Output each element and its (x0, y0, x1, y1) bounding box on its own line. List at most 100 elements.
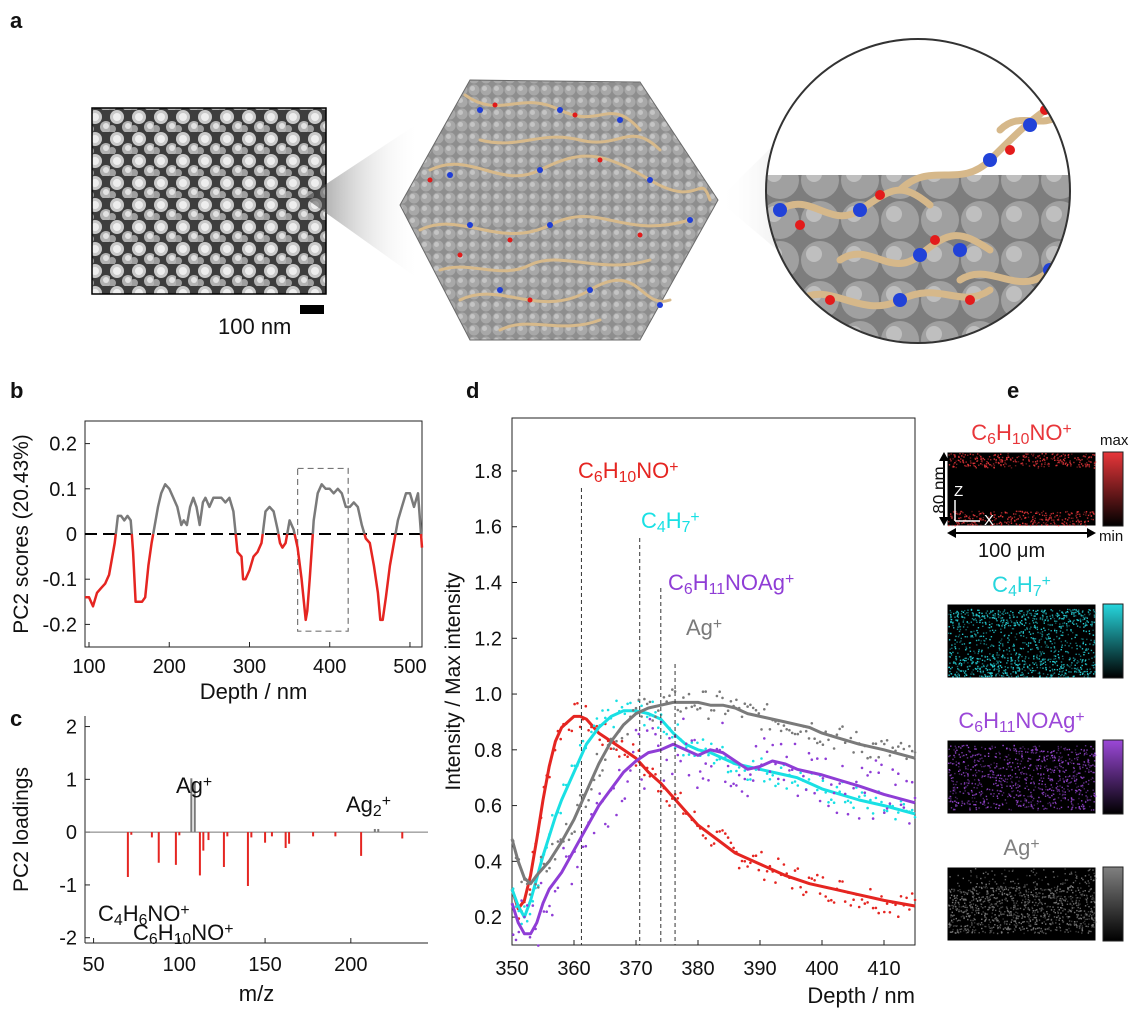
map-pixel (1088, 799, 1090, 801)
map-pixel (1027, 795, 1029, 798)
data-point (782, 778, 786, 782)
map-pixel (957, 635, 960, 638)
map-pixel (1008, 910, 1010, 913)
map-pixel (1017, 882, 1020, 885)
map-pixel (1009, 911, 1012, 913)
map-pixel (1041, 931, 1043, 933)
map-pixel (1062, 767, 1064, 769)
map-pixel (1093, 621, 1095, 623)
map-pixel (1014, 622, 1016, 624)
map-pixel (1013, 622, 1015, 624)
map-pixel (1055, 632, 1058, 634)
map-pixel (1082, 616, 1085, 619)
data-point (749, 703, 752, 707)
map-pixel (1032, 749, 1034, 751)
map-pixel (1000, 620, 1002, 623)
map-pixel (1088, 915, 1090, 917)
data-point (573, 702, 576, 706)
map-pixel (950, 614, 952, 616)
map-pixel (1057, 749, 1060, 751)
data-point (883, 910, 886, 914)
map-pixel (1019, 750, 1021, 752)
map-pixel (1017, 510, 1020, 513)
series-0-line (510, 714, 916, 911)
map-pixel (974, 514, 976, 517)
map-pixel (1084, 613, 1086, 616)
map-pixel (982, 632, 985, 634)
map-pixel (949, 662, 951, 664)
map-pixel (998, 893, 1000, 895)
map-pixel (1045, 637, 1047, 639)
map-pixel (1009, 774, 1012, 777)
map-pixel (1038, 513, 1041, 516)
map-pixel (1065, 898, 1067, 900)
map-pixel (1032, 895, 1035, 898)
map-pixel (973, 917, 975, 920)
map-pixel (969, 807, 971, 809)
map-pixel (1075, 609, 1077, 611)
map-pixel (1084, 523, 1086, 525)
map-pixel (1007, 766, 1010, 768)
map-pixel (1048, 465, 1050, 467)
map-pixel (1086, 458, 1089, 460)
data-point (821, 777, 825, 780)
map-pixel (1047, 520, 1049, 522)
map-pixel (969, 453, 972, 455)
pc2-negative-line (130, 533, 155, 604)
map-pixel (1046, 768, 1048, 770)
map-pixel (1014, 929, 1016, 931)
map-pixel (1068, 927, 1070, 930)
map-pixel (949, 754, 951, 757)
map-pixel (1084, 520, 1087, 522)
data-point (807, 876, 811, 879)
data-point (737, 766, 741, 769)
map-pixel (1093, 667, 1095, 669)
map-pixel (984, 931, 986, 934)
map-pixel (1000, 522, 1003, 524)
map-pixel (1014, 914, 1016, 916)
map-pixel (1035, 751, 1038, 754)
map-pixel (1036, 666, 1038, 669)
map-pixel (1027, 760, 1029, 762)
map-pixel (1074, 636, 1076, 639)
map-pixel (1006, 920, 1008, 923)
map-pixel (981, 619, 983, 621)
data-point (883, 809, 886, 812)
map-pixel (1036, 914, 1038, 917)
data-point (743, 860, 747, 863)
map-pixel (983, 616, 985, 618)
map-pixel (1049, 666, 1051, 668)
map-pixel (1087, 789, 1089, 792)
map-pixel (988, 924, 990, 926)
map-pixel (1007, 620, 1009, 623)
map-pixel (1088, 918, 1090, 920)
map-pixel (1044, 896, 1046, 898)
map-pixel (1041, 663, 1043, 665)
map-pixel (957, 513, 959, 515)
map-pixel (977, 609, 979, 611)
data-point (534, 883, 537, 886)
map-pixel (1058, 637, 1061, 639)
map-pixel (957, 626, 959, 628)
map-pixel (1052, 616, 1054, 618)
map-pixel (984, 920, 986, 922)
data-point (838, 879, 841, 883)
map-pixel (1021, 463, 1024, 465)
map-pixel (1056, 782, 1058, 785)
map-pixel (1021, 895, 1023, 897)
map-pixel (951, 647, 953, 649)
map-pixel (1017, 623, 1019, 625)
map-pixel (1078, 670, 1081, 672)
map-pixel (1059, 897, 1061, 900)
map-pixel (1050, 515, 1052, 518)
pc2-negative-line (293, 533, 315, 622)
map-pixel (990, 610, 992, 612)
map-pixel (1038, 521, 1040, 524)
data-point (771, 743, 774, 747)
map-pixel (1056, 615, 1059, 617)
map-pixel (1084, 625, 1087, 627)
map-pixel (963, 672, 966, 674)
map-pixel (998, 900, 1000, 903)
map-pixel (1068, 671, 1070, 673)
map-pixel (1065, 779, 1067, 781)
